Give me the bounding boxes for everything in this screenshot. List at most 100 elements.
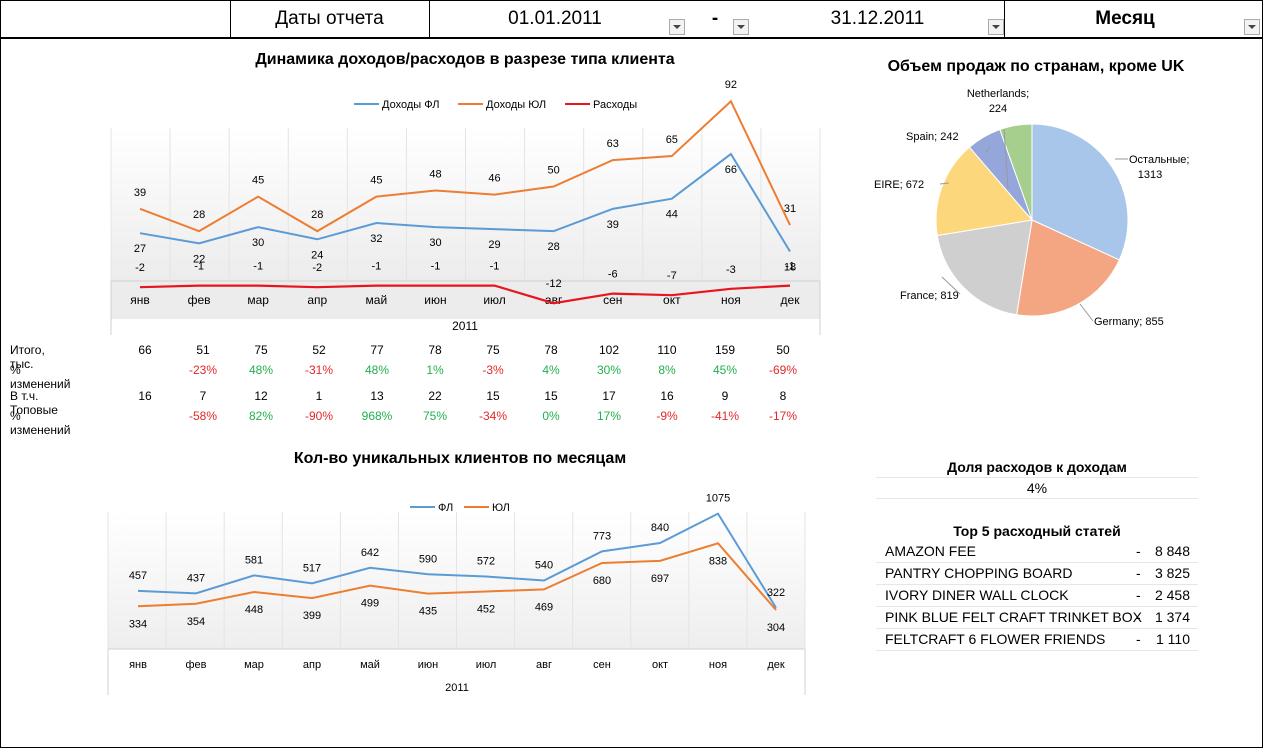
expense-dash: - bbox=[1136, 565, 1141, 581]
x-tick-label: ноя bbox=[721, 293, 741, 307]
data-label: 44 bbox=[666, 209, 678, 221]
table-cell: -41% bbox=[710, 409, 739, 423]
date-separator-dropdown-icon[interactable] bbox=[733, 19, 749, 35]
data-label: 28 bbox=[311, 209, 323, 221]
date-separator: - bbox=[711, 7, 719, 29]
divider bbox=[1004, 0, 1005, 37]
period-field[interactable]: Месяц bbox=[1095, 7, 1155, 29]
expense-value: 1 374 bbox=[1154, 609, 1190, 625]
data-label: 66 bbox=[725, 164, 737, 176]
data-label: 46 bbox=[488, 173, 500, 185]
pie-slice-eire bbox=[935, 146, 1033, 237]
pie-slice-germany bbox=[1016, 219, 1120, 317]
table-cell: 75% bbox=[422, 409, 448, 423]
data-label: -1 bbox=[431, 261, 441, 273]
top5-title: Top 5 расходный статей bbox=[953, 523, 1121, 539]
data-label: 92 bbox=[725, 79, 737, 91]
data-label: 63 bbox=[607, 138, 619, 150]
data-label: 581 bbox=[245, 554, 263, 566]
income-chart-title: Динамика доходов/расходов в разрезе типа… bbox=[255, 51, 675, 68]
pie-label-france: France; 819 bbox=[900, 290, 959, 302]
period-dropdown-icon[interactable] bbox=[1244, 19, 1260, 35]
list-item: IVORY DINER WALL CLOCK -2 458 bbox=[876, 585, 1198, 607]
table-cell: 7 bbox=[199, 389, 207, 403]
label-leader-line bbox=[941, 276, 961, 295]
data-label: 517 bbox=[303, 562, 321, 574]
expense-dash: - bbox=[1136, 587, 1141, 603]
x-tick-label: сен bbox=[593, 659, 611, 671]
table-cell: -3% bbox=[482, 363, 504, 377]
x-tick-label: дек bbox=[781, 293, 801, 307]
data-label: -12 bbox=[546, 278, 562, 290]
table-cell: 102 bbox=[598, 343, 620, 357]
table-cell: 1 bbox=[315, 389, 323, 403]
data-label: 65 bbox=[666, 134, 678, 146]
label-leader-line bbox=[1079, 303, 1094, 322]
table-cell: 82% bbox=[248, 409, 274, 423]
row-label: В т.ч. Топовые bbox=[10, 389, 58, 417]
data-label: 680 bbox=[593, 575, 611, 587]
legend-label: ЮЛ bbox=[492, 502, 510, 514]
table-cell: 4% bbox=[542, 363, 560, 377]
data-label: 1075 bbox=[706, 493, 730, 505]
table-cell: 48% bbox=[248, 363, 274, 377]
pie-label-spain: Spain; 242 bbox=[906, 131, 959, 143]
data-label: 435 bbox=[419, 606, 437, 618]
list-item: AMAZON FEE -8 848 bbox=[876, 541, 1198, 563]
table-cell: -9% bbox=[656, 409, 678, 423]
table-cell: -69% bbox=[768, 363, 797, 377]
data-label: 50 bbox=[548, 165, 560, 177]
x-tick-label: май bbox=[366, 293, 388, 307]
expense-share-value: 4% bbox=[876, 480, 1198, 499]
table-cell: -23% bbox=[188, 363, 217, 377]
data-label: -1 bbox=[253, 261, 263, 273]
table-cell: 9 bbox=[721, 389, 729, 403]
expense-name: AMAZON FEE bbox=[885, 543, 977, 559]
expense-value: 8 848 bbox=[1154, 543, 1190, 559]
series-line-фл bbox=[137, 512, 777, 609]
data-label: 322 bbox=[767, 587, 785, 599]
table-cell: 16 bbox=[138, 389, 152, 403]
data-label: 31 bbox=[784, 203, 796, 215]
date-from-field[interactable]: 01.01.2011 bbox=[508, 7, 602, 29]
pie-label-eire: EIRE; 672 bbox=[874, 179, 924, 191]
divider bbox=[429, 0, 430, 37]
table-cell: 15 bbox=[544, 389, 558, 403]
table-cell: 78 bbox=[544, 343, 558, 357]
data-label: 572 bbox=[477, 556, 495, 568]
data-label: 304 bbox=[767, 622, 785, 634]
table-cell: 15 bbox=[486, 389, 500, 403]
data-label: 457 bbox=[129, 570, 147, 582]
date-to-dropdown-icon[interactable] bbox=[988, 19, 1004, 35]
x-tick-label: ноя bbox=[709, 659, 727, 671]
series-line-доходы-фл bbox=[139, 152, 791, 252]
table-cell: 0% bbox=[542, 409, 560, 423]
data-label: 22 bbox=[193, 253, 205, 265]
table-cell: 52 bbox=[312, 343, 326, 357]
data-label: -1 bbox=[785, 261, 795, 273]
expense-value: 1 110 bbox=[1156, 631, 1190, 647]
data-label: 28 bbox=[548, 241, 560, 253]
table-cell: 8 bbox=[779, 389, 787, 403]
row-label: % изменений bbox=[10, 409, 71, 437]
date-from-dropdown-icon[interactable] bbox=[669, 19, 685, 35]
x-tick-label: апр bbox=[307, 293, 327, 307]
date-to-field[interactable]: 31.12.2011 bbox=[830, 7, 925, 29]
clients-chart-title: Кол-во уникальных клиентов по месяцам bbox=[293, 450, 627, 467]
pie-slice-netherlands bbox=[999, 123, 1033, 221]
clients-year-label: 2011 bbox=[445, 682, 469, 694]
data-label: 18 bbox=[784, 261, 796, 273]
row-label: % изменений bbox=[10, 363, 71, 391]
data-label: 354 bbox=[187, 616, 205, 628]
pie-label-netherlands-value: 224 bbox=[989, 103, 1007, 115]
table-cell: -90% bbox=[304, 409, 333, 423]
expense-value: 3 825 bbox=[1154, 565, 1190, 581]
table-cell: 75 bbox=[254, 343, 268, 357]
x-tick-label: июл bbox=[476, 659, 497, 671]
income-year-label: 2011 bbox=[452, 319, 478, 333]
table-cell: 110 bbox=[657, 343, 677, 357]
table-cell: 77 bbox=[370, 343, 384, 357]
top5-list: AMAZON FEE -8 848 PANTRY CHOPPING BOARD -3 … bbox=[876, 541, 1198, 651]
data-label: -3 bbox=[726, 264, 736, 276]
data-label: 838 bbox=[709, 555, 727, 567]
